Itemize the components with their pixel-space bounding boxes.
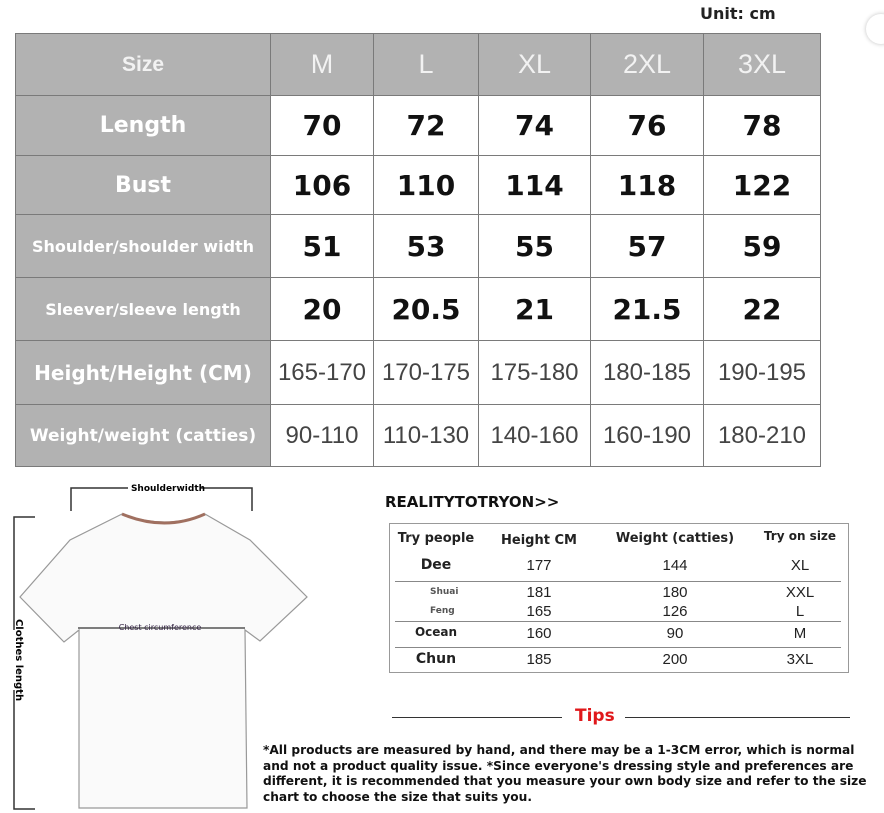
- table-cell: 20: [270, 277, 374, 341]
- table-cell: 180-185: [590, 340, 704, 405]
- table-cell: 160-190: [590, 404, 704, 467]
- tshirt-diagram: Shoulderwidth Chest circumference Clothe…: [5, 483, 308, 810]
- tryon-name: Feng: [430, 606, 455, 616]
- chest-label: Chest circumference: [119, 623, 202, 632]
- tryon-weight: 90: [666, 625, 684, 642]
- table-row: Bust 106 110 114 118 122: [15, 155, 821, 215]
- divider: [395, 647, 841, 648]
- divider: [392, 717, 562, 718]
- row-label: Bust: [15, 155, 271, 215]
- unit-label: Unit: cm: [700, 4, 776, 23]
- table-cell: 53: [373, 214, 479, 278]
- table-cell: 110-130: [373, 404, 479, 467]
- tryon-table: Try people Height CM Weight (catties) Tr…: [389, 523, 849, 673]
- table-cell: 55: [478, 214, 591, 278]
- table-cell: 165-170: [270, 340, 374, 405]
- tryon-height: 177: [526, 557, 552, 574]
- table-cell: 106: [270, 155, 374, 215]
- table-cell: 118: [590, 155, 704, 215]
- tips-text: *All products are measured by hand, and …: [263, 743, 867, 804]
- table-cell: 180-210: [703, 404, 821, 467]
- table-cell: 74: [478, 95, 591, 156]
- header-cell: L: [373, 33, 479, 96]
- tryon-name: Dee: [420, 557, 452, 573]
- tryon-weight: 200: [662, 651, 688, 668]
- table-cell: 70: [270, 95, 374, 156]
- tryon-size: 3XL: [786, 651, 814, 668]
- tryon-height: 165: [526, 603, 552, 620]
- divider: [395, 621, 841, 622]
- tryon-size: L: [795, 603, 805, 620]
- tryon-size: XXL: [785, 584, 815, 601]
- table-cell: 21.5: [590, 277, 704, 341]
- tryon-weight: 126: [662, 603, 688, 620]
- tryon-height: 185: [526, 651, 552, 668]
- row-label: Sleever/sleeve length: [15, 277, 271, 341]
- divider: [395, 581, 841, 582]
- tryon-title: REALITYTOTRYON>>: [385, 493, 560, 511]
- tryon-height: 181: [526, 584, 552, 601]
- header-cell: Size: [15, 33, 271, 96]
- table-cell: 114: [478, 155, 591, 215]
- tryon-name: Ocean: [414, 625, 458, 639]
- shoulder-width-label: Shoulderwidth: [131, 484, 205, 494]
- table-cell: 78: [703, 95, 821, 156]
- tryon-size: XL: [790, 557, 810, 574]
- tryon-header: Weight (catties): [615, 531, 735, 546]
- row-label: Length: [15, 95, 271, 156]
- clothes-length-label: Clothes length: [13, 619, 24, 701]
- tryon-header: Try people: [397, 531, 475, 546]
- table-cell: 22: [703, 277, 821, 341]
- table-cell: 110: [373, 155, 479, 215]
- row-label: Shoulder/shoulder width: [15, 214, 271, 278]
- table-cell: 20.5: [373, 277, 479, 341]
- table-row: Shoulder/shoulder width 51 53 55 57 59: [15, 214, 821, 278]
- tryon-size: M: [793, 625, 807, 642]
- header-cell: 3XL: [703, 33, 821, 96]
- row-label: Height/Height (CM): [15, 340, 271, 405]
- table-cell: 140-160: [478, 404, 591, 467]
- table-cell: 59: [703, 214, 821, 278]
- table-cell: 175-180: [478, 340, 591, 405]
- tryon-weight: 180: [662, 584, 688, 601]
- table-header-row: Size M L XL 2XL 3XL: [15, 33, 821, 96]
- table-cell: 57: [590, 214, 704, 278]
- size-chart-table: Size M L XL 2XL 3XL Length 70 72 74 76 78 Bust…: [15, 33, 821, 467]
- tryon-weight: 144: [662, 557, 688, 574]
- table-cell: 190-195: [703, 340, 821, 405]
- visual-search-icon[interactable]: [866, 14, 884, 44]
- header-cell: 2XL: [590, 33, 704, 96]
- table-cell: 90-110: [270, 404, 374, 467]
- tips-title: Tips: [575, 706, 615, 726]
- tryon-height: 160: [526, 625, 552, 642]
- table-cell: 170-175: [373, 340, 479, 405]
- table-cell: 72: [373, 95, 479, 156]
- table-cell: 122: [703, 155, 821, 215]
- divider: [625, 717, 850, 718]
- table-row: Height/Height (CM) 165-170 170-175 175-180 1…: [15, 340, 821, 405]
- table-cell: 51: [270, 214, 374, 278]
- tryon-name: Chun: [415, 651, 457, 667]
- table-row: Sleever/sleeve length 20 20.5 21 21.5 22: [15, 277, 821, 341]
- tryon-name: Shuai: [430, 587, 459, 597]
- tryon-header: Height CM: [501, 533, 577, 548]
- header-cell: M: [270, 33, 374, 96]
- tryon-header: Try on size: [763, 529, 837, 543]
- row-label: Weight/weight (catties): [15, 404, 271, 467]
- table-row: Length 70 72 74 76 78: [15, 95, 821, 156]
- table-row: Weight/weight (catties) 90-110 110-130 140-…: [15, 404, 821, 467]
- header-cell: XL: [478, 33, 591, 96]
- table-cell: 21: [478, 277, 591, 341]
- table-cell: 76: [590, 95, 704, 156]
